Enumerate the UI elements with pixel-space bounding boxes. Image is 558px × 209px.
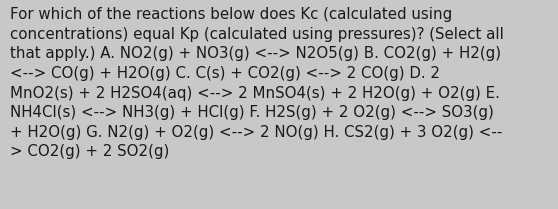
Text: For which of the reactions below does Kc (calculated using
concentrations) equal: For which of the reactions below does Kc… xyxy=(10,7,504,159)
